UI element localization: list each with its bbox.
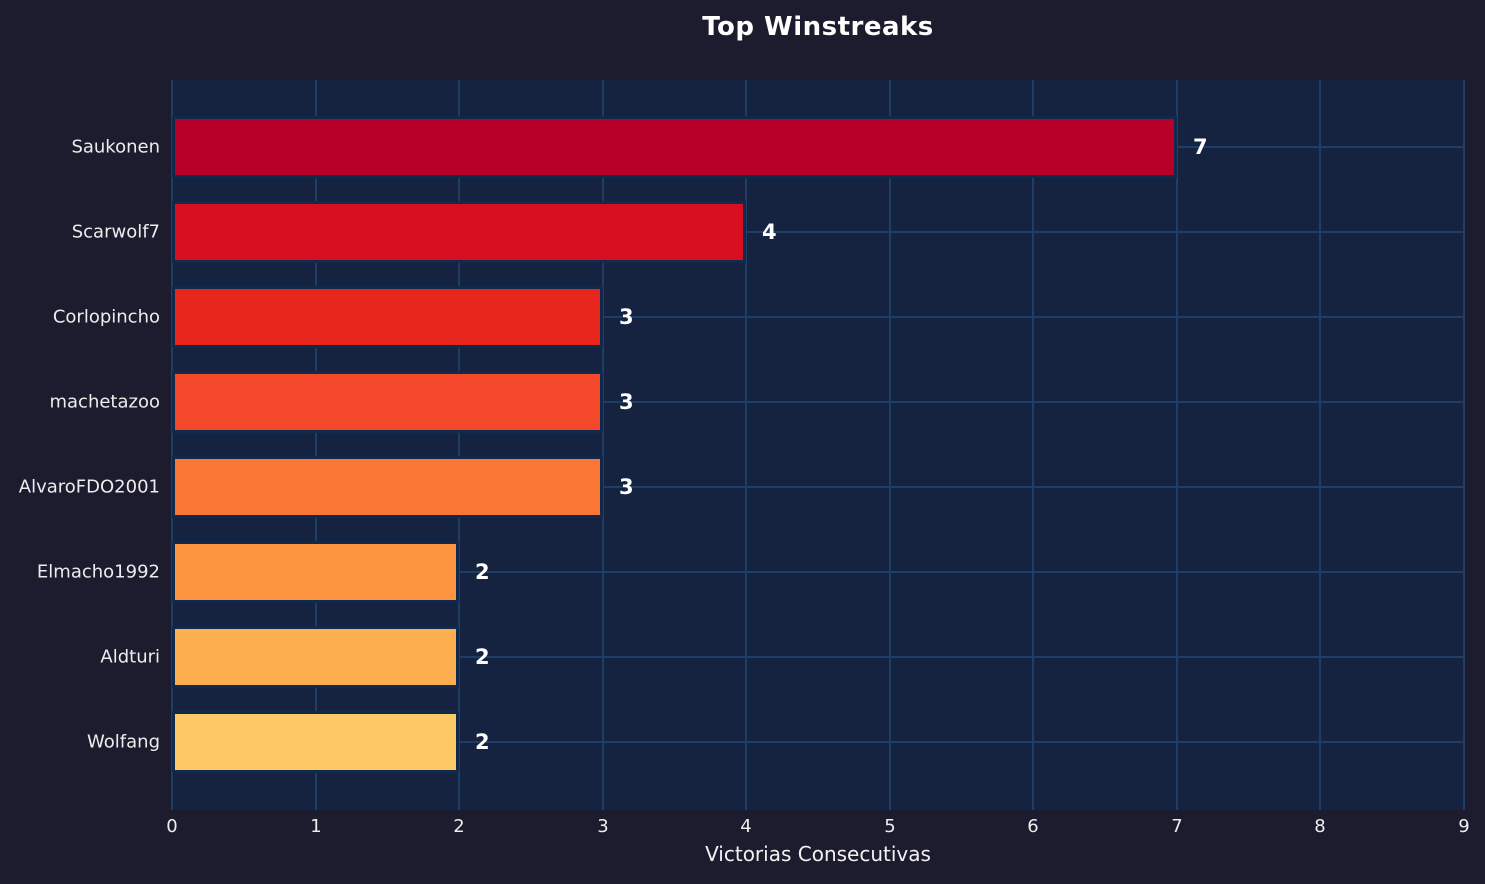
vertical-gridline-4	[745, 80, 747, 810]
horizontal-gridline-4	[172, 486, 1464, 488]
x-tick-label-0: 0	[166, 816, 178, 837]
value-label-AlvaroFDO2001: 3	[619, 475, 634, 499]
value-label-Wolfang: 2	[475, 730, 490, 754]
value-label-Elmacho1992: 2	[475, 560, 490, 584]
x-tick-label-1: 1	[310, 816, 322, 837]
horizontal-gridline-7	[172, 741, 1464, 743]
y-tick-label-AlvaroFDO2001: AlvaroFDO2001	[18, 476, 160, 498]
y-tick-label-Wolfang: Wolfang	[87, 731, 160, 753]
x-tick-label-4: 4	[740, 816, 752, 837]
plot-area: 7 4 3 3 3 2 2 2 Saukonen Scarwolf7 Corlopincho mac…	[19, 80, 1465, 810]
horizontal-gridline-2	[172, 316, 1464, 318]
value-label-Saukonen: 7	[1193, 135, 1208, 159]
bar-Wolfang	[172, 711, 459, 773]
vertical-gridline-5	[889, 80, 891, 810]
horizontal-gridline-3	[172, 401, 1464, 403]
chart-title: Top Winstreaks	[702, 12, 934, 42]
horizontal-gridline-6	[172, 656, 1464, 658]
vertical-gridline-9	[1463, 80, 1465, 810]
vertical-gridline-6	[1032, 80, 1034, 810]
vertical-gridline-2	[458, 80, 460, 810]
horizontal-gridline-1	[172, 231, 1464, 233]
vertical-gridline-8	[1319, 80, 1321, 810]
value-label-Aldturi: 2	[475, 645, 490, 669]
bar-Elmacho1992	[172, 541, 459, 603]
x-tick-label-9: 9	[1458, 816, 1470, 837]
vertical-gridline-7	[1176, 80, 1178, 810]
value-label-machetazoo: 3	[619, 390, 634, 414]
bar-Saukonen	[172, 116, 1177, 178]
vertical-gridline-0	[171, 80, 173, 810]
horizontal-gridline-5	[172, 571, 1464, 573]
y-tick-label-machetazoo: machetazoo	[49, 391, 160, 413]
value-label-Corlopincho: 3	[619, 305, 634, 329]
x-axis-label: Victorias Consecutivas	[705, 842, 931, 866]
x-tick-label-8: 8	[1314, 816, 1326, 837]
bar-AlvaroFDO2001	[172, 456, 603, 518]
bar-machetazoo	[172, 371, 603, 433]
vertical-gridline-3	[602, 80, 604, 810]
bar-Scarwolf7	[172, 201, 746, 263]
y-tick-label-Saukonen: Saukonen	[71, 136, 160, 158]
x-tick-label-5: 5	[884, 816, 896, 837]
x-tick-label-7: 7	[1171, 816, 1183, 837]
x-tick-label-6: 6	[1027, 816, 1039, 837]
bar-Corlopincho	[172, 286, 603, 348]
y-tick-label-Scarwolf7: Scarwolf7	[71, 221, 160, 243]
y-tick-label-Aldturi: Aldturi	[100, 646, 160, 668]
x-tick-label-2: 2	[453, 816, 465, 837]
bar-Aldturi	[172, 626, 459, 688]
y-tick-label-Elmacho1992: Elmacho1992	[36, 561, 160, 583]
x-tick-label-3: 3	[597, 816, 609, 837]
vertical-gridline-1	[315, 80, 317, 810]
y-tick-label-Corlopincho: Corlopincho	[52, 306, 160, 328]
value-label-Scarwolf7: 4	[762, 220, 777, 244]
